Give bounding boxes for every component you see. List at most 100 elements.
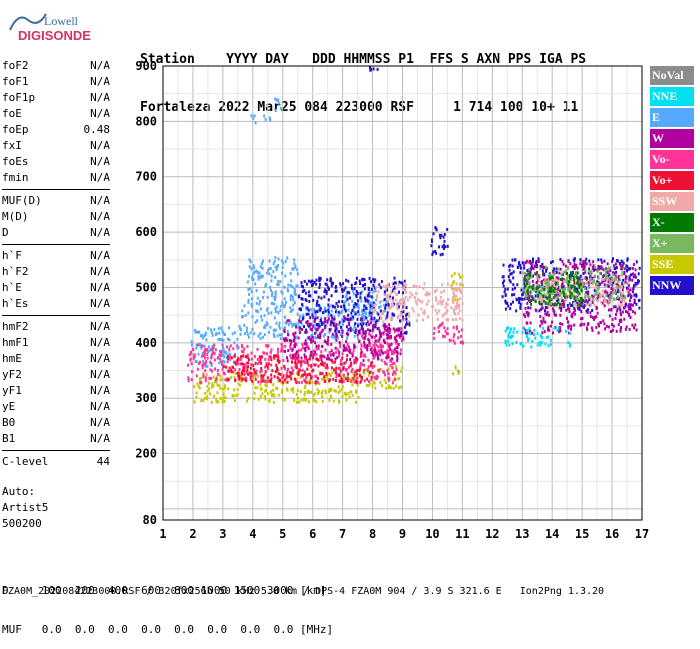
data-point [519,263,522,267]
data-point [595,315,598,319]
data-point [199,360,201,364]
data-point [513,327,516,331]
data-point [373,302,375,305]
data-point [256,310,259,314]
series-x+ [522,265,629,302]
data-point [450,284,453,288]
data-point [309,294,312,298]
data-point [362,322,365,326]
data-point [228,346,231,350]
data-point [260,380,263,384]
data-point [538,289,541,293]
x-tick-label: 9 [399,527,406,541]
data-point [204,376,207,380]
data-point [356,333,359,337]
data-point [334,389,337,393]
data-point [204,333,207,337]
data-point [329,279,332,283]
data-point [318,282,321,286]
data-point [565,279,568,282]
data-point [619,262,621,265]
data-point [192,348,195,352]
parameter-row: h`F2 N/A [2,264,110,280]
data-point [227,369,230,373]
data-point [573,295,576,299]
data-point [613,287,616,291]
data-point [254,377,257,381]
data-point [304,339,307,343]
data-point [533,288,536,292]
data-point [353,380,356,384]
data-point [553,326,556,330]
data-point [265,363,268,367]
data-point [361,363,364,367]
data-point [314,336,317,340]
data-point [535,290,538,294]
data-point [582,298,585,302]
data-point [565,269,568,273]
data-point [587,295,590,299]
data-point [515,309,518,313]
data-point [560,291,563,295]
data-point [273,295,276,299]
data-point [246,399,249,403]
data-point [330,342,333,346]
data-point [543,278,546,282]
data-point [546,282,549,286]
legend-entry: NoVal [650,66,694,85]
data-point [321,362,324,366]
data-point [309,376,312,380]
data-point [453,310,455,314]
data-point [395,368,398,372]
data-point [569,331,571,335]
data-point [570,292,573,296]
data-point [294,358,297,362]
data-point [359,367,362,371]
data-point [218,361,221,365]
data-point [279,106,282,110]
data-point [592,297,594,301]
data-point [612,324,615,328]
data-point [511,287,514,291]
data-point [442,299,445,303]
data-point [367,379,370,383]
data-point [570,278,573,282]
data-point [211,345,214,349]
data-point [206,397,209,401]
data-point [403,279,406,283]
data-point [260,377,263,380]
data-point [216,391,219,395]
data-point [355,276,358,280]
data-point [615,312,617,316]
data-point [528,267,531,271]
data-point [303,378,306,382]
data-point [316,299,319,303]
data-point [612,273,615,277]
data-point [392,296,394,300]
data-point [548,286,551,290]
data-point [245,365,248,369]
data-point [622,285,625,289]
data-point [595,292,598,296]
data-point [326,278,329,282]
data-point [408,314,411,318]
data-point [374,339,377,343]
data-point [333,368,335,372]
data-point [590,299,593,303]
data-point [599,295,602,299]
data-point [438,309,441,313]
data-point [276,334,279,338]
data-point [526,329,529,333]
data-point [282,337,285,341]
data-point [389,295,392,299]
data-point [582,284,585,288]
data-point [627,267,630,271]
data-point [280,347,283,351]
data-point [339,343,342,347]
data-point [246,368,249,372]
data-point [509,307,512,311]
data-point [349,390,352,394]
data-point [230,370,233,374]
data-point [523,275,526,279]
data-point [378,300,381,304]
